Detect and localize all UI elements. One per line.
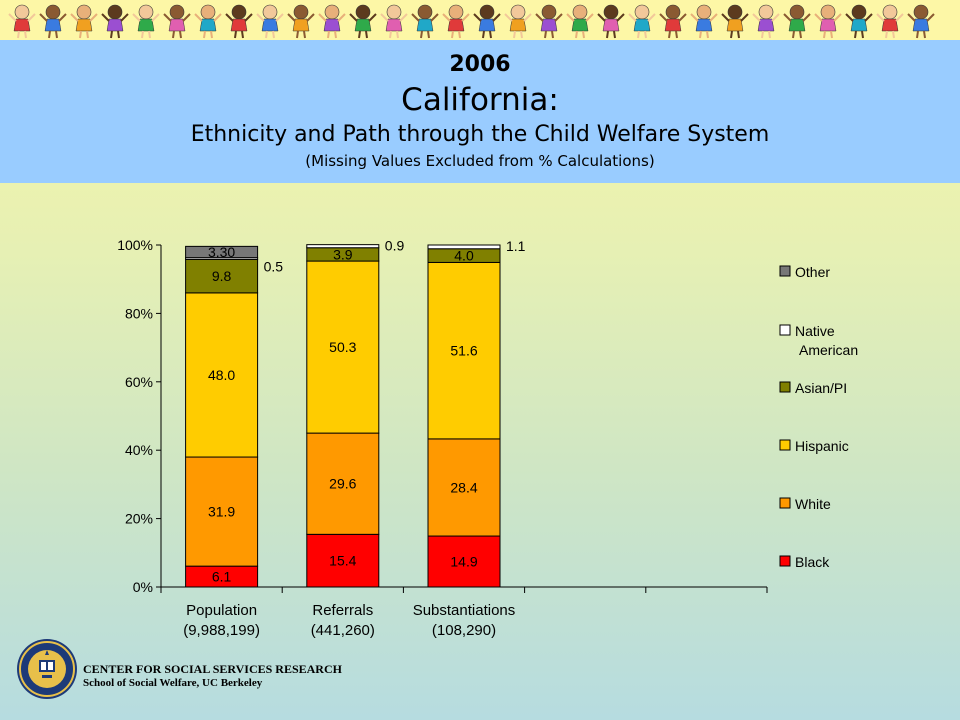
legend-swatch <box>779 324 791 336</box>
x-category-label: (108,290) <box>432 622 496 639</box>
legend-label: Hispanic <box>795 438 849 454</box>
bar-segment-hispanic <box>185 292 259 458</box>
child-figure <box>783 4 811 39</box>
legend-swatch <box>779 439 791 451</box>
children-banner-art <box>8 4 935 39</box>
child-figure <box>597 4 625 39</box>
children-banner <box>0 0 960 40</box>
legend-swatch <box>779 555 791 567</box>
legend-label: Native <box>795 323 835 339</box>
child-figure <box>39 4 67 39</box>
legend-label: Black <box>795 554 830 570</box>
data-label: 3.30 <box>208 244 235 260</box>
y-tick-label: 80% <box>125 305 153 321</box>
bar-segment-black <box>427 535 501 588</box>
child-figure <box>442 4 470 39</box>
child-figure <box>349 4 377 39</box>
data-label: 28.4 <box>450 479 477 495</box>
child-figure <box>535 4 563 39</box>
y-tick-label: 0% <box>133 579 153 595</box>
data-label: 0.5 <box>264 259 284 275</box>
header-state: California: <box>401 82 559 118</box>
y-tick-label: 40% <box>125 442 153 458</box>
bar-segment-white <box>427 438 501 537</box>
data-label: 50.3 <box>329 339 356 355</box>
child-figure <box>132 4 160 39</box>
bar-segment-native-american <box>427 244 501 250</box>
x-category-label: (441,260) <box>311 622 375 639</box>
child-figure <box>8 4 36 39</box>
bar-segment-other <box>185 245 259 259</box>
header-subtitle: Ethnicity and Path through the Child Wel… <box>190 122 770 147</box>
data-label: 29.6 <box>329 476 356 492</box>
child-figure <box>473 4 501 39</box>
legend-swatch <box>779 265 791 277</box>
data-label: 31.9 <box>208 504 235 520</box>
x-category-label: (9,988,199) <box>183 622 260 639</box>
child-figure <box>411 4 439 39</box>
child-figure <box>876 4 904 39</box>
data-label: 9.8 <box>212 268 232 284</box>
child-figure <box>70 4 98 39</box>
y-tick-label: 60% <box>125 374 153 390</box>
child-figure <box>318 4 346 39</box>
seal-icon <box>17 639 77 699</box>
x-category-label: Substantiations <box>413 602 516 619</box>
data-label: 1.1 <box>506 238 526 254</box>
child-figure <box>814 4 842 39</box>
child-figure <box>721 4 749 39</box>
bar-segment-hispanic <box>427 261 501 440</box>
child-figure <box>163 4 191 39</box>
y-tick-label: 20% <box>125 511 153 527</box>
data-label: 51.6 <box>450 343 477 359</box>
data-label: 15.4 <box>329 553 356 569</box>
data-label: 0.9 <box>385 238 405 254</box>
legend-label: White <box>795 496 831 512</box>
child-figure <box>225 4 253 39</box>
child-figure <box>101 4 129 39</box>
x-category-label: Referrals <box>312 602 373 619</box>
child-figure <box>256 4 284 39</box>
header-band: 2006 California: Ethnicity and Path thro… <box>0 40 960 183</box>
bar-segment-native-american <box>306 244 380 249</box>
child-figure <box>628 4 656 39</box>
legend-label: Other <box>795 264 830 280</box>
data-label: 4.0 <box>454 248 474 264</box>
data-label: 14.9 <box>450 554 477 570</box>
data-label: 3.9 <box>333 246 353 262</box>
header-note: (Missing Values Excluded from % Calculat… <box>305 152 655 170</box>
child-figure <box>907 4 935 39</box>
child-figure <box>690 4 718 39</box>
legend-swatch <box>779 381 791 393</box>
x-category-label: Population <box>186 602 257 619</box>
legend-label: American <box>799 342 858 358</box>
data-label: 48.0 <box>208 367 235 383</box>
child-figure <box>194 4 222 39</box>
bar-segment-white <box>185 456 259 567</box>
child-figure <box>287 4 315 39</box>
bar-segment-asian-pi <box>185 258 259 294</box>
legend-swatch <box>779 497 791 509</box>
child-figure <box>380 4 408 39</box>
bar-segment-black <box>306 533 380 588</box>
bar-segment-white <box>306 432 380 535</box>
child-figure <box>566 4 594 39</box>
legend-label: Asian/PI <box>795 380 847 396</box>
uc-seal-logo <box>16 638 78 700</box>
child-figure <box>845 4 873 39</box>
header-year: 2006 <box>449 52 511 77</box>
child-figure <box>659 4 687 39</box>
org-name: CENTER FOR SOCIAL SERVICES RESEARCH <box>83 662 342 676</box>
child-figure <box>504 4 532 39</box>
y-tick-label: 100% <box>117 237 153 253</box>
child-figure <box>752 4 780 39</box>
org-credit: CENTER FOR SOCIAL SERVICES RESEARCH Scho… <box>83 662 342 689</box>
org-school: School of Social Welfare, UC Berkeley <box>83 677 263 689</box>
data-label: 6.1 <box>212 569 232 585</box>
